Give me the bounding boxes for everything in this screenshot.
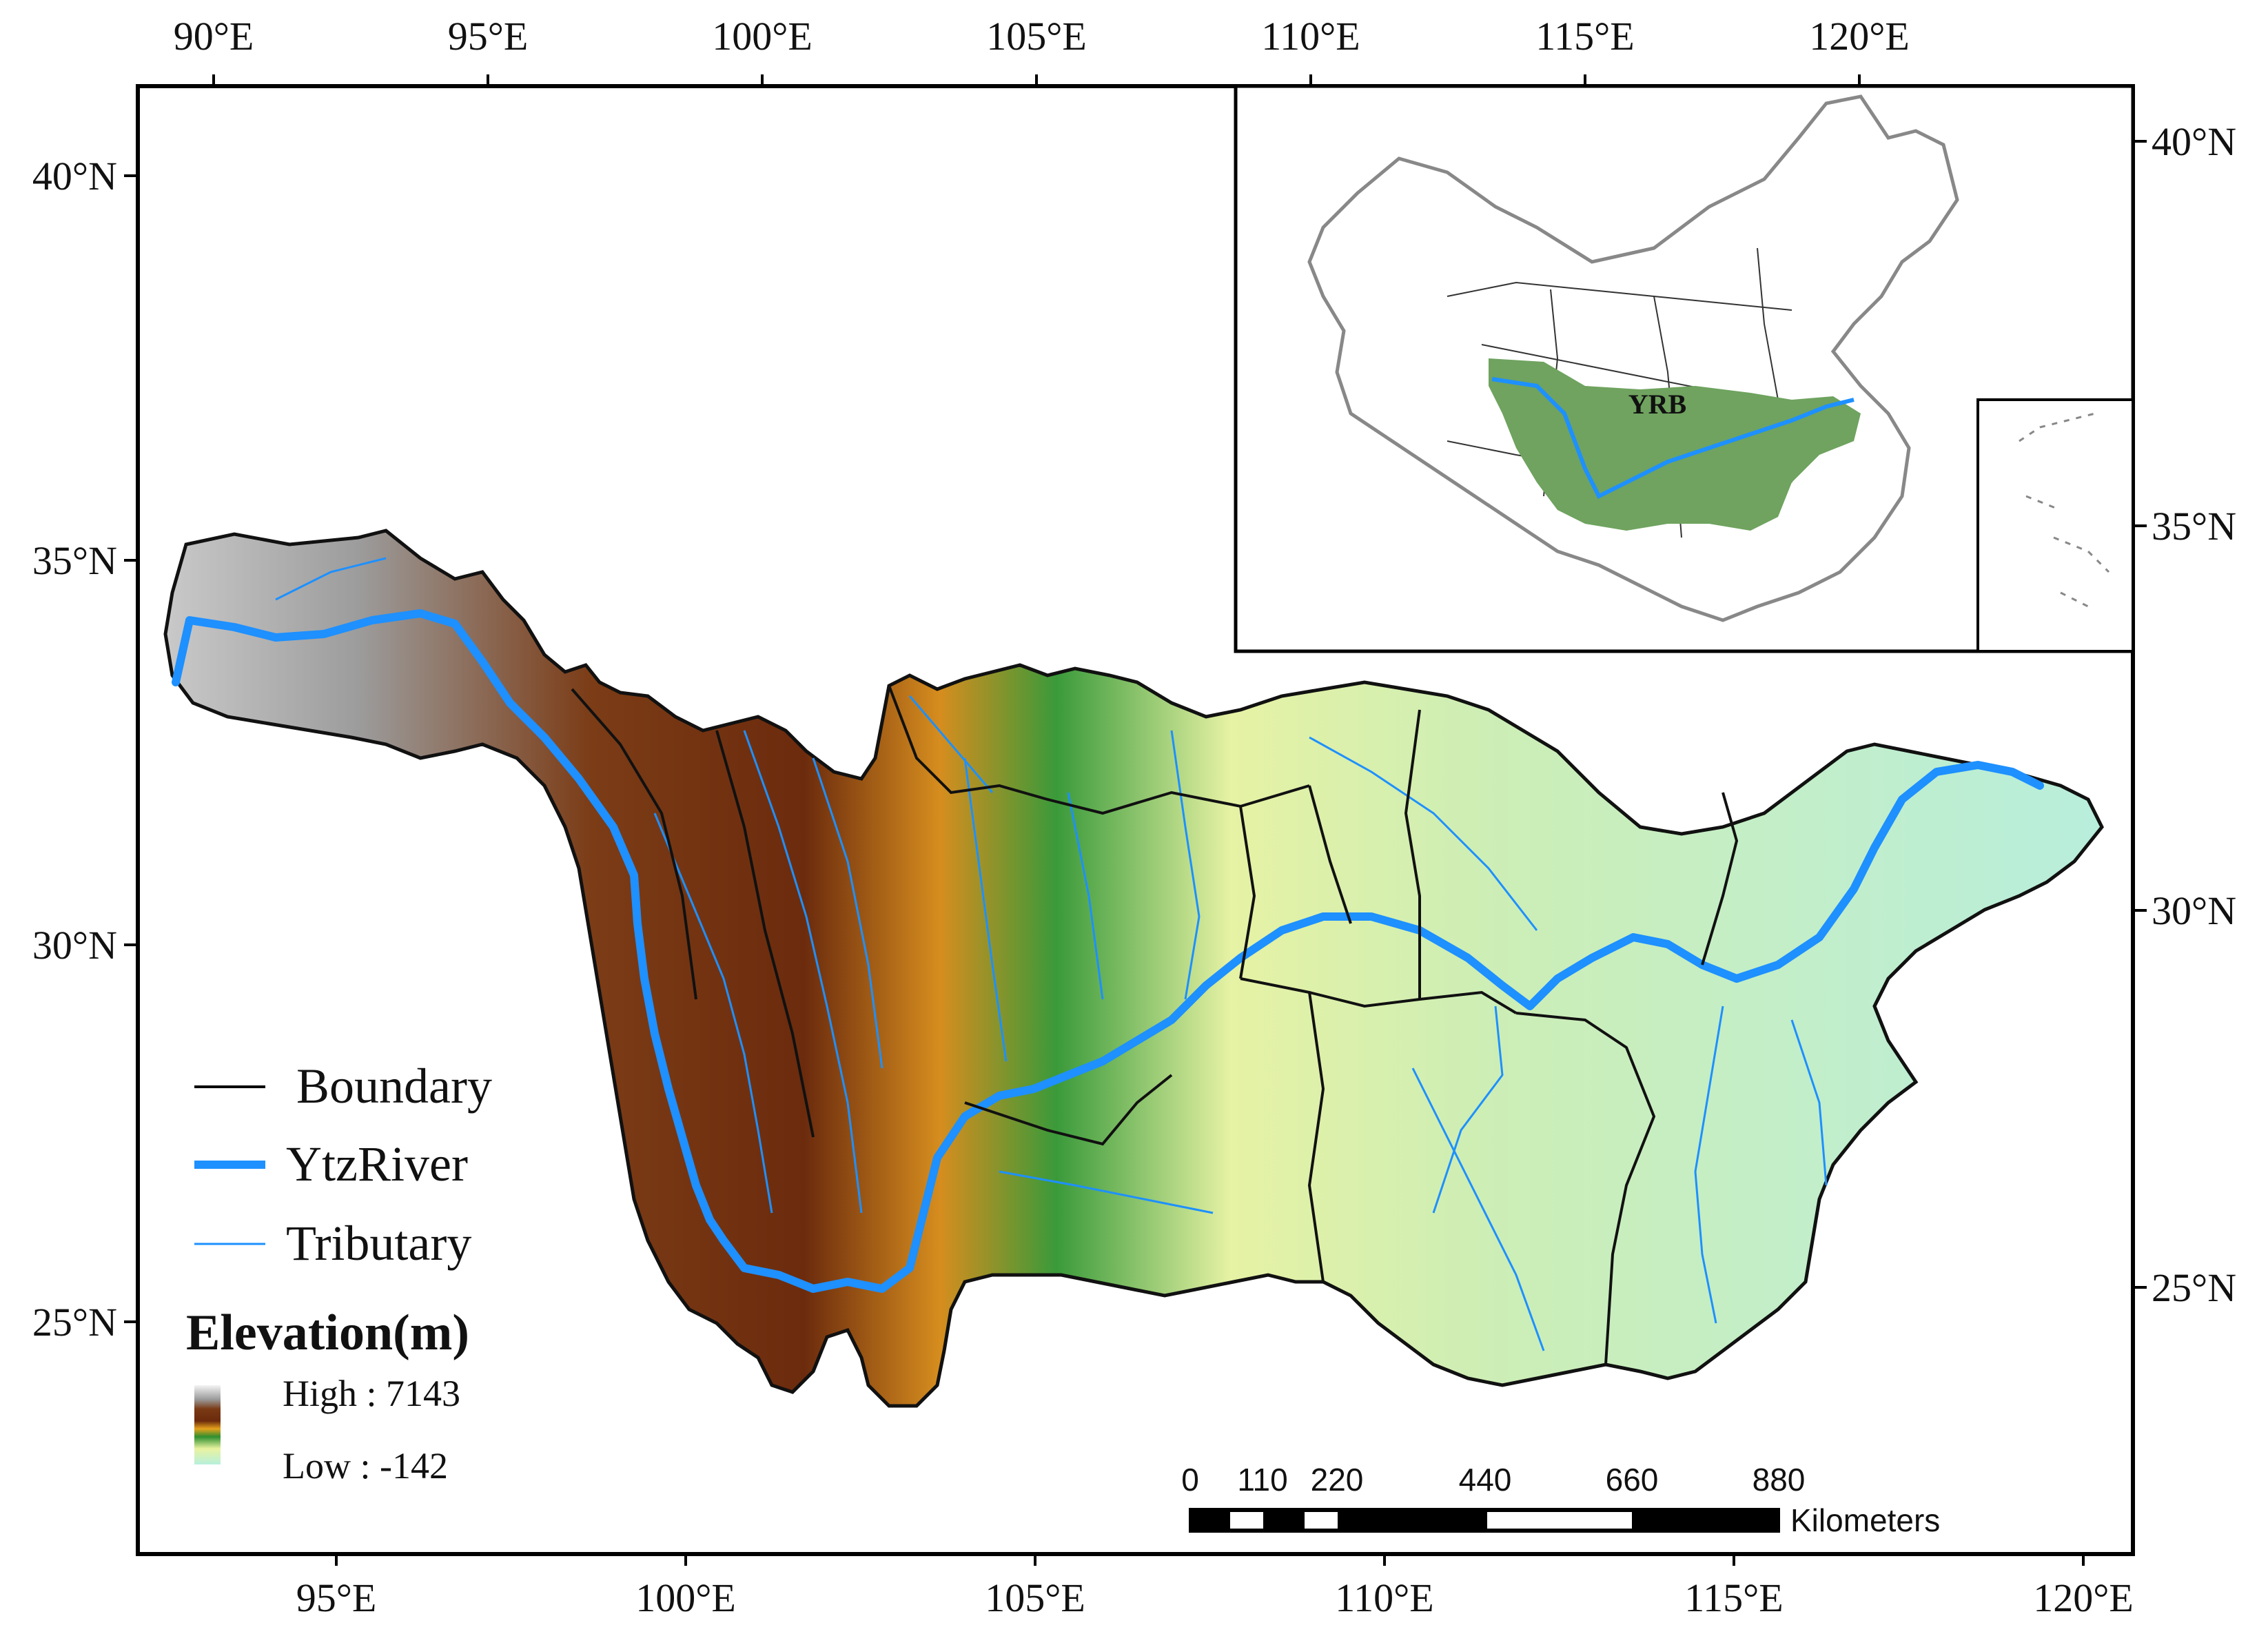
tributaries (275, 557, 1828, 1351)
scale-tick-label: 880 (1753, 1462, 1806, 1498)
sub-basin-boundaries (571, 685, 1739, 1365)
bottom-tick-label: 115°E (1684, 1575, 1783, 1620)
scale-tick-label: 110 (1237, 1462, 1287, 1498)
bottom-tick-label: 105°E (985, 1575, 1085, 1620)
right-tick-label: 40°N (2152, 119, 2236, 164)
legend-elevation-title: Elevation(m) (186, 1305, 469, 1361)
left-tick-label: 25°N (32, 1300, 117, 1345)
bottom-tick-label: 100°E (635, 1575, 736, 1620)
top-tick-label: 105°E (986, 14, 1087, 59)
inset-south-china-sea-box (1976, 398, 2134, 653)
scale-tick-label: 440 (1459, 1462, 1512, 1498)
yangtze-main-river (172, 609, 2044, 1293)
top-axis: 90°E 95°E 100°E 105°E 110°E 115°E 120°E (174, 14, 1910, 86)
legend-elevation-ramp (194, 1385, 221, 1464)
inset-china-outline (1307, 94, 1959, 622)
top-tick-label: 115°E (1535, 14, 1634, 59)
legend-boundary-label: Boundary (296, 1059, 492, 1114)
inset-yrb-label: YRB (1628, 389, 1686, 420)
legend-river-label: YtzRiver (286, 1136, 468, 1192)
top-tick-label: 95°E (448, 14, 529, 59)
bottom-tick-label: 120°E (2033, 1575, 2134, 1620)
legend: Boundary YtzRiver Tributary Elevation(m)… (186, 1059, 492, 1487)
scale-tick-label: 660 (1606, 1462, 1659, 1498)
basin-elevation-area (163, 529, 2104, 1408)
inset-map: YRB (1234, 84, 2135, 653)
legend-low-label: Low : -142 (283, 1445, 448, 1487)
scale-tick-label: 0 (1181, 1462, 1199, 1498)
left-tick-label: 35°N (32, 538, 117, 583)
right-tick-label: 35°N (2152, 504, 2236, 549)
right-axis: 40°N 35°N 30°N 25°N (2133, 119, 2236, 1310)
bottom-axis: 95°E 100°E 105°E 110°E 115°E 120°E (296, 1554, 2134, 1620)
left-axis: 40°N 35°N 30°N 25°N (32, 154, 138, 1345)
inset-yrb-basin (1489, 358, 1861, 531)
bottom-tick-label: 110°E (1335, 1575, 1433, 1620)
inset-sea-islands (2019, 412, 2110, 608)
top-tick-label: 110°E (1261, 14, 1360, 59)
legend-high-label: High : 7143 (283, 1373, 460, 1414)
scale-bar: 0 110 220 440 660 880 Kilometers (1181, 1462, 1940, 1538)
left-tick-label: 40°N (32, 154, 117, 198)
top-tick-label: 90°E (174, 14, 254, 59)
bottom-tick-label: 95°E (296, 1575, 377, 1620)
scale-unit-label: Kilometers (1790, 1502, 1940, 1538)
right-tick-label: 30°N (2152, 888, 2236, 933)
top-tick-label: 100°E (712, 14, 813, 59)
left-tick-label: 30°N (32, 923, 117, 968)
inset-yangtze-river (1491, 377, 1855, 500)
legend-tributary-label: Tributary (286, 1216, 471, 1271)
right-tick-label: 25°N (2152, 1265, 2236, 1310)
top-tick-label: 120°E (1809, 14, 1910, 59)
scale-tick-label: 220 (1311, 1462, 1364, 1498)
